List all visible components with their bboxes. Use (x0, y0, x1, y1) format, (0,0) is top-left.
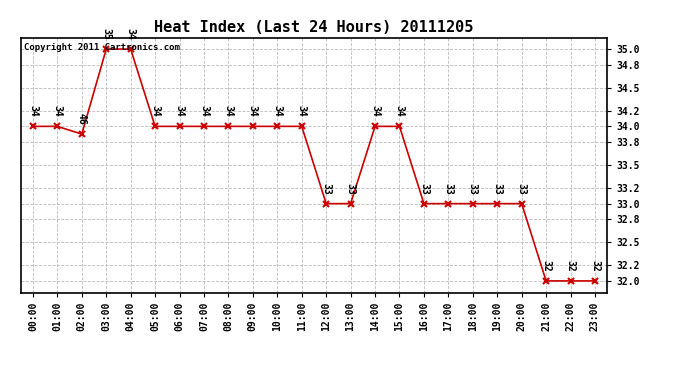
Text: 33: 33 (517, 183, 526, 194)
Text: 33: 33 (444, 183, 453, 194)
Title: Heat Index (Last 24 Hours) 20111205: Heat Index (Last 24 Hours) 20111205 (155, 20, 473, 35)
Text: Copyright 2011 Cartronics.com: Copyright 2011 Cartronics.com (23, 43, 179, 52)
Text: 33: 33 (419, 183, 429, 194)
Text: 34: 34 (150, 105, 160, 117)
Text: 34: 34 (248, 105, 258, 117)
Text: 32: 32 (541, 260, 551, 272)
Text: 34: 34 (395, 105, 404, 117)
Text: 32: 32 (590, 260, 600, 272)
Text: 35: 35 (101, 28, 111, 40)
Text: 34: 34 (28, 105, 38, 117)
Text: 34: 34 (175, 105, 184, 117)
Text: 34: 34 (224, 105, 233, 117)
Text: 34: 34 (126, 28, 136, 40)
Text: 33: 33 (468, 183, 477, 194)
Text: 34: 34 (370, 105, 380, 117)
Text: 33: 33 (321, 183, 331, 194)
Text: 34: 34 (199, 105, 209, 117)
Text: 32: 32 (566, 260, 575, 272)
Text: 33: 33 (346, 183, 355, 194)
Text: 34: 34 (297, 105, 307, 117)
Text: 34: 34 (273, 105, 282, 117)
Text: 46: 46 (77, 113, 87, 125)
Text: 34: 34 (52, 105, 62, 117)
Text: 33: 33 (492, 183, 502, 194)
